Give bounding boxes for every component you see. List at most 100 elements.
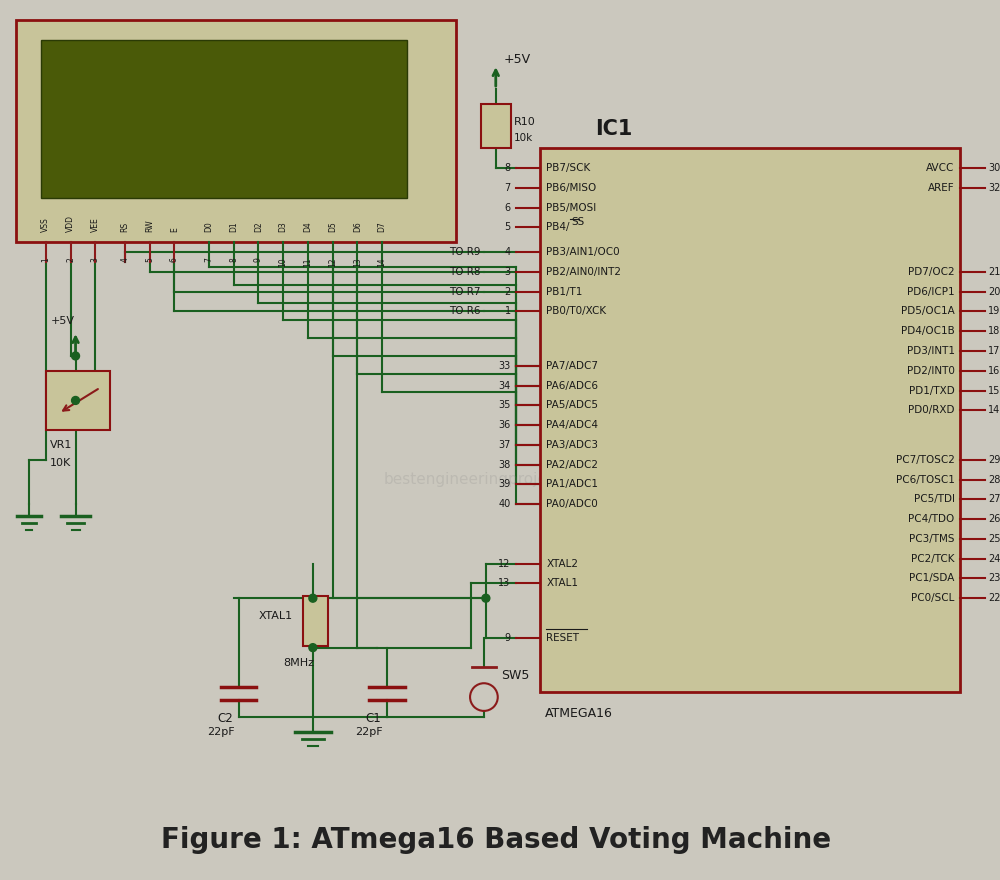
- Text: PB4/: PB4/: [546, 223, 570, 232]
- Text: 18: 18: [988, 326, 1000, 336]
- Text: VDD: VDD: [66, 216, 75, 232]
- Text: SS: SS: [571, 217, 584, 227]
- Text: PA5/ADC5: PA5/ADC5: [546, 400, 598, 410]
- Text: D4: D4: [303, 222, 312, 232]
- Text: VR1: VR1: [50, 440, 72, 450]
- Text: 9: 9: [254, 257, 263, 262]
- Text: bestengineeringprojects.com: bestengineeringprojects.com: [384, 472, 608, 487]
- Text: 2: 2: [66, 257, 75, 262]
- Text: PC2/TCK: PC2/TCK: [911, 554, 955, 564]
- Text: XTAL2: XTAL2: [546, 559, 578, 568]
- Text: 10: 10: [279, 257, 288, 267]
- Text: 32: 32: [988, 183, 1000, 193]
- Text: 11: 11: [303, 257, 312, 267]
- Text: IC1: IC1: [595, 119, 632, 138]
- Text: 24: 24: [988, 554, 1000, 564]
- Text: C1: C1: [365, 712, 381, 725]
- Text: PC7/TOSC2: PC7/TOSC2: [896, 455, 955, 465]
- Text: C2: C2: [217, 712, 233, 725]
- Text: 15: 15: [988, 385, 1000, 396]
- Text: 22pF: 22pF: [207, 727, 235, 737]
- Text: PB2/AIN0/INT2: PB2/AIN0/INT2: [546, 267, 621, 277]
- Text: D5: D5: [328, 222, 337, 232]
- Bar: [16, 19, 456, 242]
- Text: D6: D6: [353, 222, 362, 232]
- Text: Figure 1: ATmega16 Based Voting Machine: Figure 1: ATmega16 Based Voting Machine: [161, 826, 831, 854]
- Circle shape: [309, 594, 317, 602]
- Text: TO R8: TO R8: [449, 267, 481, 277]
- Text: 6: 6: [170, 257, 179, 262]
- Text: 1: 1: [41, 257, 50, 262]
- Bar: [540, 149, 960, 693]
- Text: 40: 40: [498, 499, 511, 510]
- Text: 6: 6: [504, 202, 511, 213]
- Text: 4: 4: [120, 257, 129, 262]
- Circle shape: [309, 643, 317, 651]
- Text: VSS: VSS: [41, 217, 50, 232]
- Text: +5V: +5V: [504, 53, 531, 66]
- Text: 33: 33: [498, 361, 511, 370]
- Text: PC5/TDI: PC5/TDI: [914, 495, 955, 504]
- Text: 8: 8: [229, 257, 238, 262]
- Text: AREF: AREF: [928, 183, 955, 193]
- Text: 10K: 10K: [50, 458, 71, 468]
- Text: PB5/MOSI: PB5/MOSI: [546, 202, 596, 213]
- Text: PC3/TMS: PC3/TMS: [909, 534, 955, 544]
- Bar: [303, 597, 328, 646]
- Text: 9: 9: [504, 633, 511, 642]
- Bar: [481, 104, 511, 149]
- Text: PC0/SCL: PC0/SCL: [911, 593, 955, 603]
- Text: PD5/OC1A: PD5/OC1A: [901, 306, 955, 317]
- Text: 4: 4: [504, 247, 511, 257]
- Text: PA3/ADC3: PA3/ADC3: [546, 440, 598, 450]
- Text: 10k: 10k: [514, 134, 533, 143]
- Text: 5: 5: [145, 257, 154, 262]
- Text: 8MHz: 8MHz: [283, 657, 314, 668]
- Text: 12: 12: [328, 257, 337, 267]
- Text: PA7/ADC7: PA7/ADC7: [546, 361, 598, 370]
- Text: 8: 8: [504, 163, 511, 173]
- Text: 14: 14: [378, 257, 387, 267]
- Text: D0: D0: [205, 222, 214, 232]
- Text: PD2/INT0: PD2/INT0: [907, 366, 955, 376]
- Text: PD6/ICP1: PD6/ICP1: [907, 287, 955, 297]
- Text: TO R7: TO R7: [449, 287, 481, 297]
- Text: 36: 36: [498, 420, 511, 430]
- Circle shape: [482, 594, 490, 602]
- Text: 21: 21: [988, 267, 1000, 277]
- Text: 5: 5: [504, 223, 511, 232]
- Bar: [46, 370, 110, 430]
- Text: AVCC: AVCC: [926, 163, 955, 173]
- Text: 3: 3: [504, 267, 511, 277]
- Text: PD4/OC1B: PD4/OC1B: [901, 326, 955, 336]
- Text: 12: 12: [498, 559, 511, 568]
- Text: RS: RS: [120, 223, 129, 232]
- Text: D3: D3: [279, 222, 288, 232]
- Text: PD7/OC2: PD7/OC2: [908, 267, 955, 277]
- Text: PB1/T1: PB1/T1: [546, 287, 583, 297]
- Text: 20: 20: [988, 287, 1000, 297]
- Text: 13: 13: [498, 578, 511, 589]
- Text: 13: 13: [353, 257, 362, 267]
- Text: D7: D7: [378, 222, 387, 232]
- Text: PA2/ADC2: PA2/ADC2: [546, 459, 598, 470]
- Text: PB3/AIN1/OC0: PB3/AIN1/OC0: [546, 247, 620, 257]
- Text: PA6/ADC6: PA6/ADC6: [546, 381, 598, 391]
- Text: D2: D2: [254, 222, 263, 232]
- Text: 22: 22: [988, 593, 1000, 603]
- Text: XTAL1: XTAL1: [258, 611, 293, 621]
- Text: 27: 27: [988, 495, 1000, 504]
- Text: PD1/TXD: PD1/TXD: [909, 385, 955, 396]
- Text: 37: 37: [498, 440, 511, 450]
- Text: 3: 3: [91, 257, 100, 262]
- Text: PB0/T0/XCK: PB0/T0/XCK: [546, 306, 606, 317]
- Text: ATMEGA16: ATMEGA16: [545, 707, 613, 720]
- Text: PD0/RXD: PD0/RXD: [908, 406, 955, 415]
- Text: 30: 30: [988, 163, 1000, 173]
- Text: 39: 39: [498, 480, 511, 489]
- Text: 16: 16: [988, 366, 1000, 376]
- Text: PB6/MISO: PB6/MISO: [546, 183, 596, 193]
- Text: E: E: [170, 228, 179, 232]
- Text: PC4/TDO: PC4/TDO: [908, 514, 955, 524]
- Text: 23: 23: [988, 574, 1000, 583]
